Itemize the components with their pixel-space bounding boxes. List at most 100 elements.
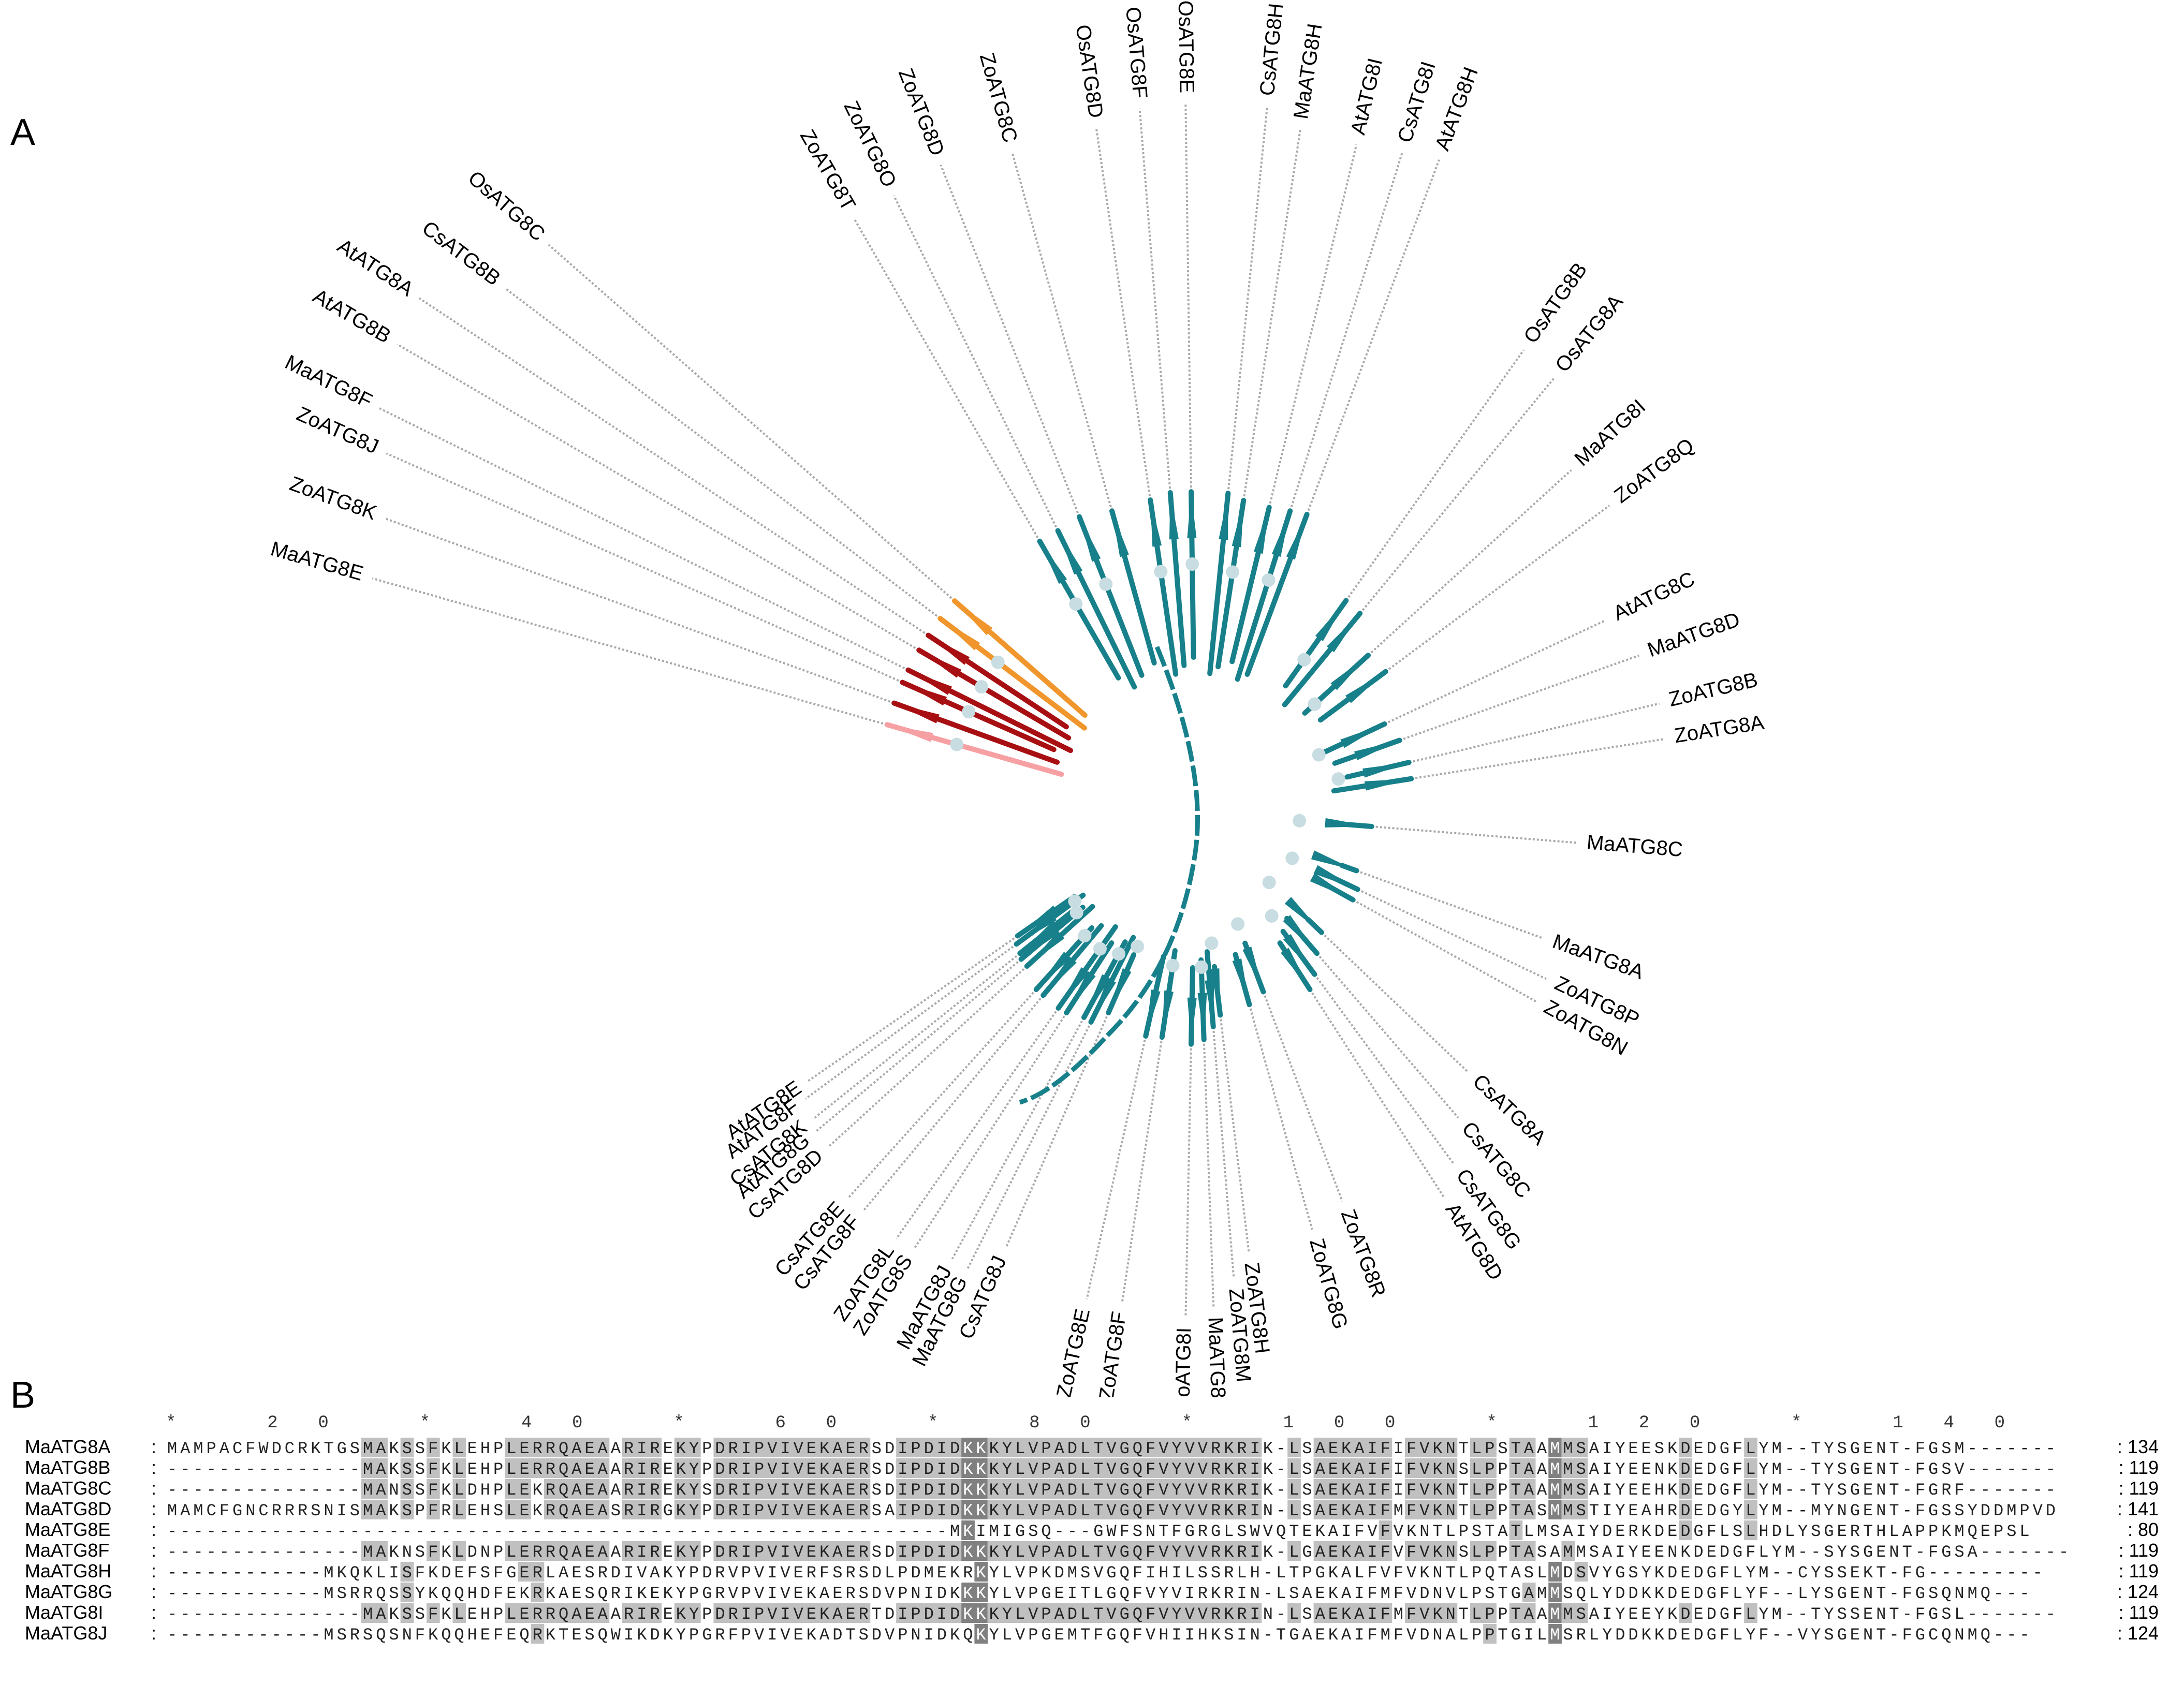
residue: A: [571, 1501, 582, 1520]
residue: -: [559, 1522, 568, 1541]
residue: S: [1485, 1584, 1494, 1603]
residue: R: [624, 1543, 634, 1562]
residue: Q: [1041, 1522, 1051, 1541]
residue-shade: [361, 1541, 375, 1561]
leader-line: [892, 195, 1059, 531]
residue-shade: [518, 1500, 532, 1519]
residue: L: [1354, 1563, 1364, 1583]
residue: F: [1733, 1605, 1742, 1624]
residue: V: [1159, 1481, 1169, 1500]
residue: K: [533, 1481, 543, 1500]
residue: P: [741, 1626, 751, 1645]
residue: P: [911, 1605, 920, 1624]
residue: S: [872, 1543, 882, 1562]
residue: E: [845, 1605, 855, 1624]
residue: T: [1511, 1501, 1521, 1520]
branch-wedge: [1058, 530, 1083, 575]
residue: A: [1354, 1439, 1365, 1458]
residue: F: [1915, 1439, 1925, 1458]
residue: D: [911, 1563, 920, 1583]
residue: G: [1120, 1481, 1130, 1500]
residue: R: [533, 1584, 543, 1603]
residue: G: [232, 1501, 242, 1520]
residue: -: [193, 1584, 203, 1603]
residue: Y: [1002, 1481, 1012, 1500]
residue: Y: [1171, 1501, 1181, 1520]
residue: K: [337, 1563, 347, 1583]
residue: K: [963, 1543, 973, 1562]
residue: V: [1028, 1439, 1038, 1458]
residue: E: [1680, 1626, 1690, 1645]
residue: G: [1837, 1584, 1847, 1603]
sequence-name: MaATG8G: [25, 1581, 112, 1602]
residue: E: [663, 1543, 673, 1562]
residue: P: [754, 1605, 764, 1624]
residue: S: [1941, 1605, 1951, 1624]
residue: -: [324, 1481, 333, 1500]
residue: N: [1667, 1543, 1677, 1562]
residue: E: [1863, 1439, 1873, 1458]
sequence-end: : 124: [2117, 1622, 2159, 1644]
residue: R: [1224, 1563, 1234, 1583]
branch-wedge: [1311, 850, 1357, 871]
leader-line: [827, 965, 1028, 1148]
leaf-label: OsATG8E: [1174, 0, 1198, 93]
residue: G: [1120, 1501, 1130, 1520]
residue-shade: [374, 1458, 388, 1478]
residue: G: [1041, 1626, 1051, 1645]
leader-line: [808, 935, 1018, 1082]
residue: -: [207, 1626, 216, 1645]
residue: P: [741, 1563, 751, 1583]
residue: R: [533, 1605, 543, 1624]
residue: T: [1589, 1501, 1599, 1520]
branch-wedge: [1036, 952, 1071, 989]
residue: A: [1054, 1460, 1065, 1479]
residue: L: [1472, 1439, 1482, 1458]
residue: -: [2019, 1605, 2029, 1624]
residue: N: [245, 1501, 255, 1520]
residue: -: [1902, 1460, 1912, 1479]
conservation-shading: [361, 1438, 1757, 1644]
leader-line: [853, 218, 1041, 542]
residue: F: [1902, 1563, 1912, 1583]
residue-shade: [779, 1479, 793, 1499]
leader-line: [1289, 152, 1403, 511]
residue: A: [1054, 1543, 1065, 1562]
residue-shade: [922, 1541, 936, 1561]
residue: G: [1106, 1584, 1116, 1603]
residue: F: [1146, 1543, 1155, 1562]
residue: N: [1876, 1460, 1886, 1479]
branch-wedge: [1345, 671, 1386, 703]
leader-line: [1219, 1015, 1250, 1253]
residue: S: [859, 1584, 869, 1603]
branch-wedge: [1020, 920, 1060, 954]
residue: A: [1641, 1501, 1652, 1520]
residue: -: [258, 1481, 268, 1500]
residue: K: [637, 1584, 647, 1603]
residue-shade: [452, 1458, 466, 1478]
residue: Y: [989, 1563, 999, 1583]
residue-shade: [948, 1603, 962, 1623]
residue: M: [363, 1439, 373, 1458]
residue-shade: [857, 1458, 871, 1478]
residue-shade: [505, 1479, 518, 1499]
residue: I: [898, 1543, 907, 1562]
residue: I: [637, 1439, 647, 1458]
residue: E: [467, 1460, 477, 1479]
residue-shade: [896, 1603, 910, 1623]
node: [1262, 876, 1276, 890]
residue: R: [1237, 1543, 1247, 1562]
residue: T: [324, 1439, 333, 1458]
residue: E: [845, 1481, 855, 1500]
residue-shade: [1039, 1500, 1053, 1519]
residue: S: [1941, 1460, 1951, 1479]
residue: -: [2019, 1563, 2029, 1583]
branch-wedge: [1354, 740, 1400, 761]
residue: T: [1080, 1584, 1090, 1603]
residue: M: [167, 1439, 177, 1458]
residue: V: [885, 1584, 895, 1603]
residue: L: [1589, 1626, 1599, 1645]
residue: V: [1419, 1543, 1430, 1562]
residue: R: [611, 1584, 621, 1603]
